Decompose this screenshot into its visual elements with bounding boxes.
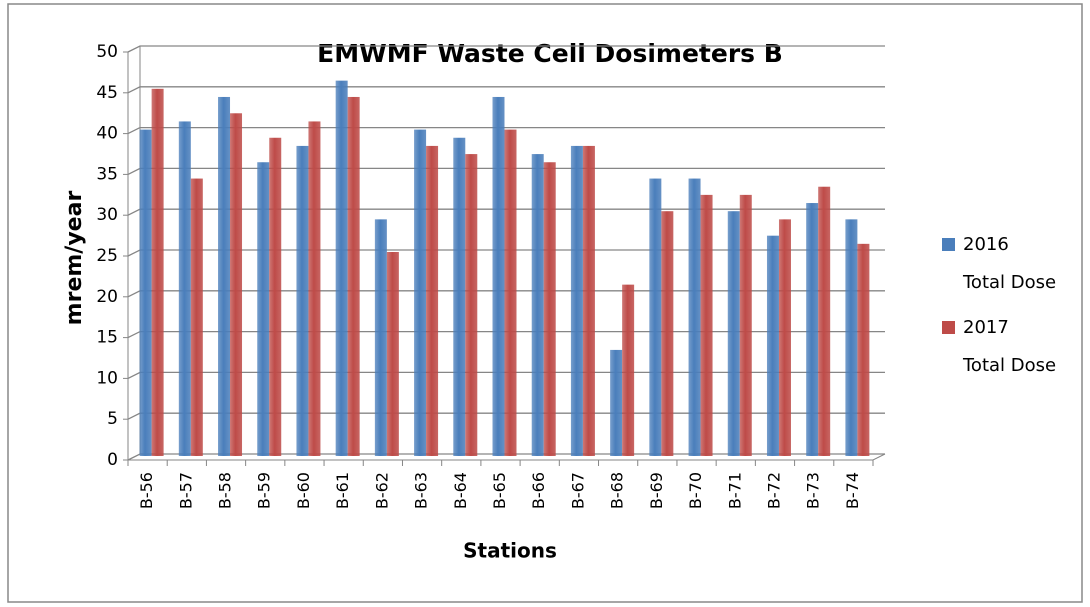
y-tick-label: 45 [96, 83, 118, 103]
bar [374, 219, 387, 456]
x-tick-label: B-64 [451, 472, 470, 509]
x-tick-label: B-73 [804, 472, 823, 509]
bar [610, 349, 623, 456]
grid-line [127, 45, 885, 53]
x-tick-label: B-61 [333, 472, 352, 509]
y-tick-label: 0 [107, 450, 118, 470]
bar [845, 219, 858, 456]
y-axis-title: mrem/year [62, 191, 87, 326]
x-tick-label: B-62 [372, 472, 391, 509]
bar [531, 154, 544, 456]
x-tick-label: B-72 [764, 472, 783, 509]
legend-label: 2017 Total Dose [962, 317, 1056, 376]
y-tick-label: 35 [96, 164, 118, 184]
x-axis-title: Stations [463, 539, 557, 563]
bar [190, 178, 203, 456]
bar [766, 235, 779, 456]
x-tick-label: B-59 [255, 472, 274, 509]
y-tick-label: 50 [96, 42, 118, 62]
bar [453, 137, 466, 456]
legend-line: Total Dose [962, 272, 1056, 293]
bar [661, 211, 674, 456]
bar [857, 243, 870, 456]
bar [139, 129, 152, 456]
legend-label: 2016 Total Dose [962, 234, 1056, 293]
bar [386, 252, 399, 456]
x-tick-label: B-60 [294, 472, 313, 509]
x-tick-label: B-65 [490, 472, 509, 509]
y-tick-label: 15 [96, 328, 118, 348]
x-tick-label: B-63 [412, 472, 431, 509]
x-tick-label: B-68 [608, 472, 627, 509]
y-tick-label: 30 [96, 205, 118, 225]
legend-swatch [942, 321, 955, 334]
bar [739, 194, 752, 456]
bar [257, 162, 270, 457]
bar [151, 88, 164, 457]
bar [218, 96, 231, 457]
bar [700, 194, 713, 456]
legend-line: Total Dose [962, 355, 1056, 376]
bar [308, 121, 321, 456]
y-tick-label: 10 [96, 368, 118, 388]
x-tick-label: B-57 [176, 472, 195, 509]
x-tick-label: B-74 [843, 472, 862, 509]
bar [178, 121, 191, 456]
bar [806, 203, 819, 456]
bar [465, 154, 478, 456]
x-tick-label: B-69 [647, 472, 666, 509]
x-tick-label: B-58 [216, 472, 235, 509]
bar [492, 96, 505, 457]
bar [582, 145, 595, 457]
x-tick-label: B-67 [568, 472, 587, 509]
legend-line: 2016 [963, 234, 1009, 255]
legend-line: 2017 [963, 317, 1009, 338]
y-tick-label: 40 [96, 124, 118, 144]
bar [622, 284, 635, 456]
bar [347, 96, 360, 457]
x-tick-label: B-56 [137, 472, 156, 509]
bar [296, 145, 309, 457]
y-tick-label: 25 [96, 246, 118, 266]
bar [818, 186, 831, 456]
chart-title: EMWMF Waste Cell Dosimeters B [317, 39, 783, 68]
bar [335, 80, 348, 456]
bar [414, 129, 427, 456]
bar [688, 178, 701, 456]
y-tick-label: 5 [107, 409, 118, 429]
y-tick-label: 20 [96, 287, 118, 307]
grid-line [127, 126, 885, 135]
bar [778, 219, 791, 456]
bar [426, 145, 439, 457]
x-tick-label: B-70 [686, 472, 705, 509]
grid-line [127, 86, 885, 94]
bar [269, 137, 282, 456]
legend-swatch [942, 238, 955, 251]
x-tick-label: B-71 [725, 472, 744, 509]
x-tick-label: B-66 [529, 472, 548, 509]
bar [570, 145, 583, 457]
bar [504, 129, 517, 456]
bar [230, 113, 243, 456]
bar [649, 178, 662, 456]
bar [727, 211, 740, 456]
bar [543, 162, 556, 457]
